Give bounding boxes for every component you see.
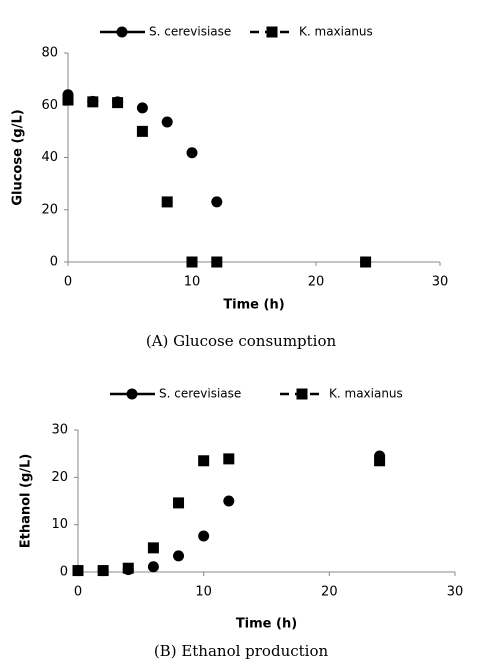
- legend-marker: [126, 388, 138, 400]
- x-tick-label: 0: [64, 275, 72, 290]
- data-point: [360, 256, 372, 268]
- data-point: [72, 565, 84, 577]
- data-point: [122, 562, 134, 574]
- y-tick-label: 20: [51, 470, 68, 485]
- data-point: [147, 561, 159, 573]
- data-point: [112, 97, 124, 109]
- legend-marker: [296, 388, 308, 400]
- data-point: [198, 455, 210, 467]
- data-point: [62, 94, 74, 106]
- data-point: [186, 147, 198, 159]
- y-tick-label: 40: [41, 150, 58, 165]
- data-point: [173, 550, 185, 562]
- data-point: [198, 530, 210, 542]
- legend-label: K. maxianus: [329, 387, 403, 401]
- data-point: [161, 116, 173, 128]
- x-tick-label: 10: [195, 585, 212, 600]
- caption: (A) Glucose consumption: [146, 332, 337, 350]
- x-tick-label: 10: [184, 275, 201, 290]
- data-point: [223, 495, 235, 507]
- x-tick-label: 30: [447, 585, 464, 600]
- x-tick-label: 20: [308, 275, 325, 290]
- data-point: [147, 542, 159, 554]
- y-tick-label: 0: [50, 255, 58, 270]
- data-point: [211, 196, 223, 208]
- data-point: [136, 102, 148, 114]
- x-tick-label: 20: [321, 585, 338, 600]
- data-point: [173, 497, 185, 509]
- y-tick-label: 10: [51, 517, 68, 532]
- caption: (B) Ethanol production: [154, 642, 329, 660]
- data-point: [136, 125, 148, 137]
- data-point: [223, 453, 235, 465]
- legend-label: S. cerevisiase: [159, 387, 241, 401]
- y-axis-title: Ethanol (g/L): [19, 454, 34, 549]
- data-point: [97, 565, 109, 577]
- x-axis-title: Time (h): [223, 298, 284, 313]
- legend-marker: [116, 26, 128, 38]
- x-axis-title: Time (h): [236, 617, 297, 632]
- data-point: [87, 96, 99, 108]
- data-point: [161, 196, 173, 208]
- legend-label: K. maxianus: [299, 25, 373, 39]
- data-point: [374, 455, 386, 467]
- y-tick-label: 30: [51, 423, 68, 438]
- y-tick-label: 0: [60, 565, 68, 580]
- x-tick-label: 30: [432, 275, 449, 290]
- data-point: [211, 256, 223, 268]
- x-tick-label: 0: [74, 585, 82, 600]
- data-point: [186, 256, 198, 268]
- y-tick-label: 20: [41, 202, 58, 217]
- legend-marker: [266, 26, 278, 38]
- y-tick-label: 60: [41, 98, 58, 113]
- y-tick-label: 80: [41, 46, 58, 61]
- legend-label: S. cerevisiase: [149, 25, 231, 39]
- y-axis-title: Glucose (g/L): [11, 109, 26, 205]
